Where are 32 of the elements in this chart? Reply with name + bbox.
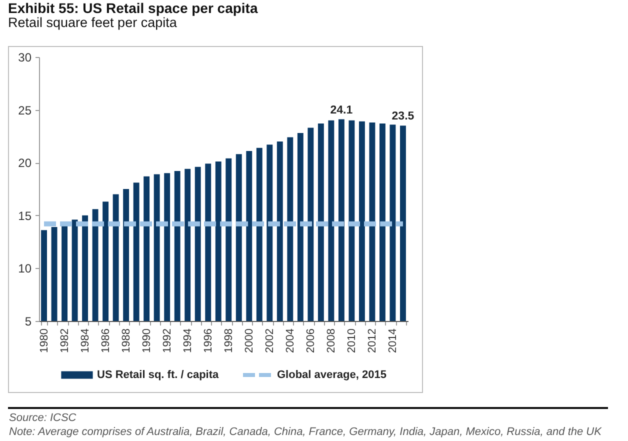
x-tick-label: 2004	[284, 328, 297, 353]
x-tick-label: 1984	[80, 328, 92, 353]
y-tick-label: 25	[18, 103, 32, 118]
x-tick-label: 2002	[264, 328, 276, 353]
x-tick-label: 2006	[305, 328, 318, 353]
x-tick-label: 2014	[387, 328, 400, 353]
legend-label: US Retail sq. ft. / capita	[97, 369, 220, 381]
x-tick-label: 1990	[141, 328, 154, 353]
x-tick-label: 1986	[100, 328, 112, 353]
x-tick-label: 2000	[244, 328, 256, 353]
y-tick-label: 15	[18, 208, 32, 223]
x-tick-label: 2008	[326, 328, 338, 353]
x-tick-label: 1996	[202, 328, 215, 353]
y-tick-label: 10	[18, 262, 32, 276]
x-tick-label: 1980	[38, 328, 51, 353]
y-tick-label: 30	[18, 50, 32, 64]
chart-subtitle: Retail square feet per capita	[8, 15, 177, 30]
x-tick-label: 1994	[182, 328, 194, 353]
x-tick-label: 1998	[223, 328, 236, 353]
source-note: Source: ICSC	[9, 411, 78, 425]
y-tick-label: 20	[18, 156, 32, 170]
data-label: 23.5	[392, 110, 415, 123]
y-tick-label: 5	[24, 314, 32, 328]
x-tick-label: 2010	[346, 328, 358, 353]
x-tick-label: 1982	[59, 328, 72, 353]
legend-label: Global average, 2015	[277, 369, 386, 381]
x-tick-label: 2012	[366, 328, 379, 353]
x-tick-label: 1992	[162, 328, 174, 353]
x-tick-label: 1988	[120, 328, 133, 353]
text: Note: Average comprises of Australia, Brazil, Canada, China, France, Germany, India, Japan, Mexico, Russia, and the UK	[9, 425, 602, 439]
chart-title: Exhibit 55: US Retail space per capita	[8, 0, 258, 16]
data-label: 24.1	[330, 104, 354, 116]
